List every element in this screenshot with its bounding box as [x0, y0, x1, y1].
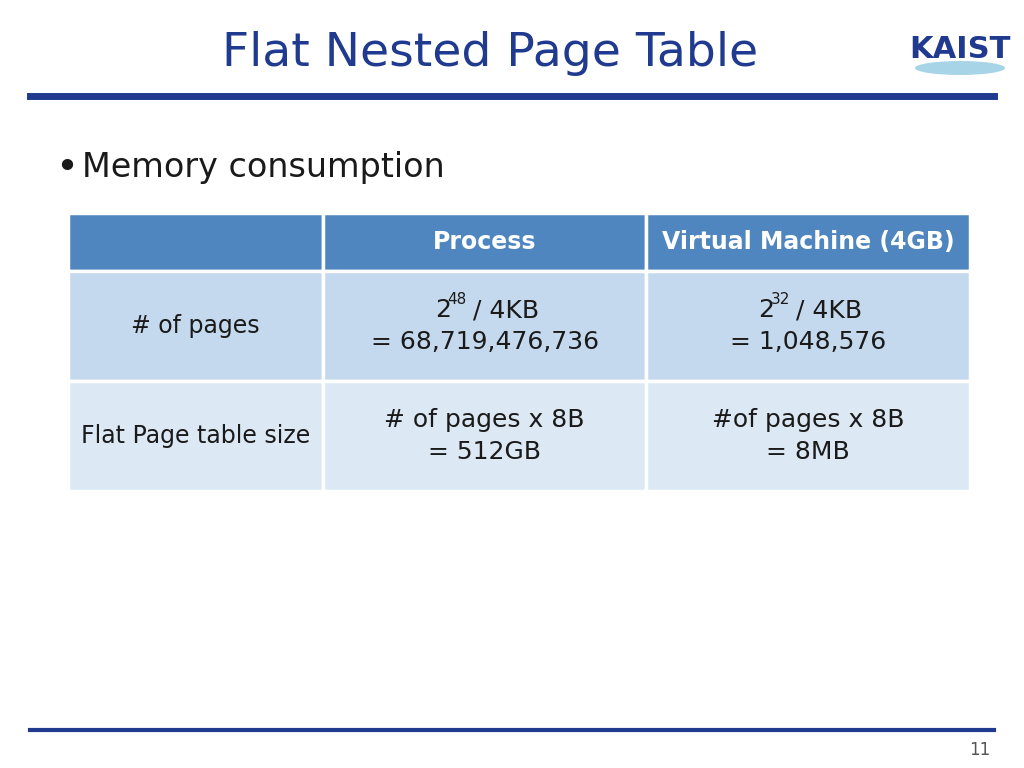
- FancyBboxPatch shape: [68, 381, 324, 491]
- Text: •: •: [55, 149, 78, 187]
- Text: = 512GB: = 512GB: [428, 440, 542, 464]
- Text: Virtual Machine (4GB): Virtual Machine (4GB): [662, 230, 954, 254]
- Text: KAIST: KAIST: [909, 35, 1011, 65]
- FancyBboxPatch shape: [68, 213, 324, 271]
- Text: 32: 32: [771, 293, 791, 307]
- Text: / 4KB: / 4KB: [465, 298, 539, 322]
- Text: 2: 2: [435, 298, 451, 322]
- Text: 48: 48: [447, 293, 467, 307]
- Text: = 68,719,476,736: = 68,719,476,736: [371, 330, 599, 354]
- Text: 11: 11: [969, 741, 990, 759]
- Text: = 1,048,576: = 1,048,576: [730, 330, 886, 354]
- FancyBboxPatch shape: [646, 271, 970, 381]
- Text: 2: 2: [758, 298, 774, 322]
- Text: # of pages: # of pages: [131, 314, 260, 338]
- FancyBboxPatch shape: [646, 381, 970, 491]
- FancyBboxPatch shape: [646, 213, 970, 271]
- Text: Flat Page table size: Flat Page table size: [81, 424, 310, 448]
- Text: = 8MB: = 8MB: [766, 440, 850, 464]
- Text: Process: Process: [433, 230, 537, 254]
- Text: #of pages x 8B: #of pages x 8B: [712, 408, 904, 432]
- Text: / 4KB: / 4KB: [788, 298, 862, 322]
- FancyBboxPatch shape: [324, 271, 646, 381]
- Text: Memory consumption: Memory consumption: [82, 151, 444, 184]
- FancyBboxPatch shape: [324, 213, 646, 271]
- Ellipse shape: [915, 61, 1005, 75]
- Text: # of pages x 8B: # of pages x 8B: [384, 408, 585, 432]
- FancyBboxPatch shape: [324, 381, 646, 491]
- FancyBboxPatch shape: [68, 271, 324, 381]
- Text: Flat Nested Page Table: Flat Nested Page Table: [222, 31, 758, 75]
